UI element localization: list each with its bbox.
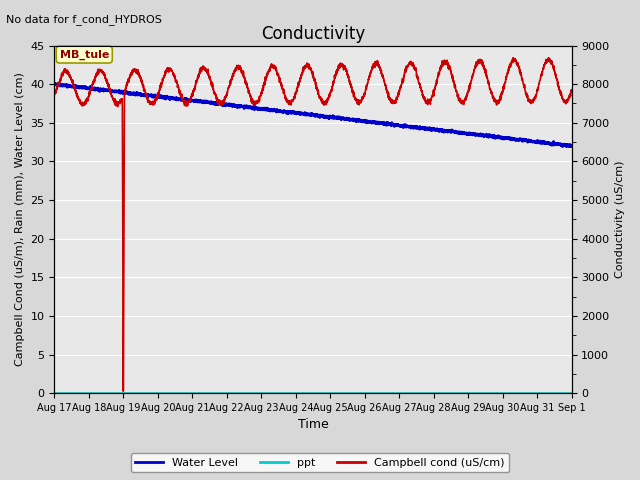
Water Level: [271, 108, 279, 114]
Campbell cond (uS/cm): [271, 64, 279, 70]
Water Level: [559, 144, 566, 150]
Campbell cond (uS/cm): [249, 98, 257, 104]
Text: MB_tule: MB_tule: [60, 49, 109, 60]
Water Level: [51, 81, 58, 87]
Campbell cond (uS/cm): [140, 87, 148, 93]
Line: Campbell cond (uS/cm): Campbell cond (uS/cm): [54, 58, 572, 391]
ppt: [271, 390, 279, 396]
Water Level: [109, 89, 117, 95]
Y-axis label: Conductivity (uS/cm): Conductivity (uS/cm): [615, 161, 625, 278]
Water Level: [557, 142, 565, 148]
Water Level: [140, 92, 148, 97]
Campbell cond (uS/cm): [568, 87, 575, 93]
Title: Conductivity: Conductivity: [261, 24, 365, 43]
Campbell cond (uS/cm): [109, 97, 117, 103]
Campbell cond (uS/cm): [502, 76, 509, 82]
ppt: [502, 390, 509, 396]
Water Level: [568, 143, 575, 149]
Y-axis label: Campbell Cond (uS/m), Rain (mm), Water Level (cm): Campbell Cond (uS/m), Rain (mm), Water L…: [15, 72, 25, 366]
Campbell cond (uS/cm): [51, 92, 58, 98]
ppt: [568, 390, 575, 396]
Campbell cond (uS/cm): [120, 388, 127, 394]
ppt: [109, 390, 117, 396]
ppt: [557, 390, 565, 396]
Water Level: [249, 107, 257, 112]
Campbell cond (uS/cm): [558, 94, 566, 100]
Water Level: [502, 135, 509, 141]
Water Level: [51, 81, 59, 86]
ppt: [51, 390, 58, 396]
Line: Water Level: Water Level: [54, 84, 572, 147]
Text: No data for f_cond_HYDROS: No data for f_cond_HYDROS: [6, 14, 163, 25]
Campbell cond (uS/cm): [509, 55, 517, 60]
X-axis label: Time: Time: [298, 419, 328, 432]
Legend: Water Level, ppt, Campbell cond (uS/cm): Water Level, ppt, Campbell cond (uS/cm): [131, 453, 509, 472]
ppt: [249, 390, 257, 396]
ppt: [140, 390, 148, 396]
